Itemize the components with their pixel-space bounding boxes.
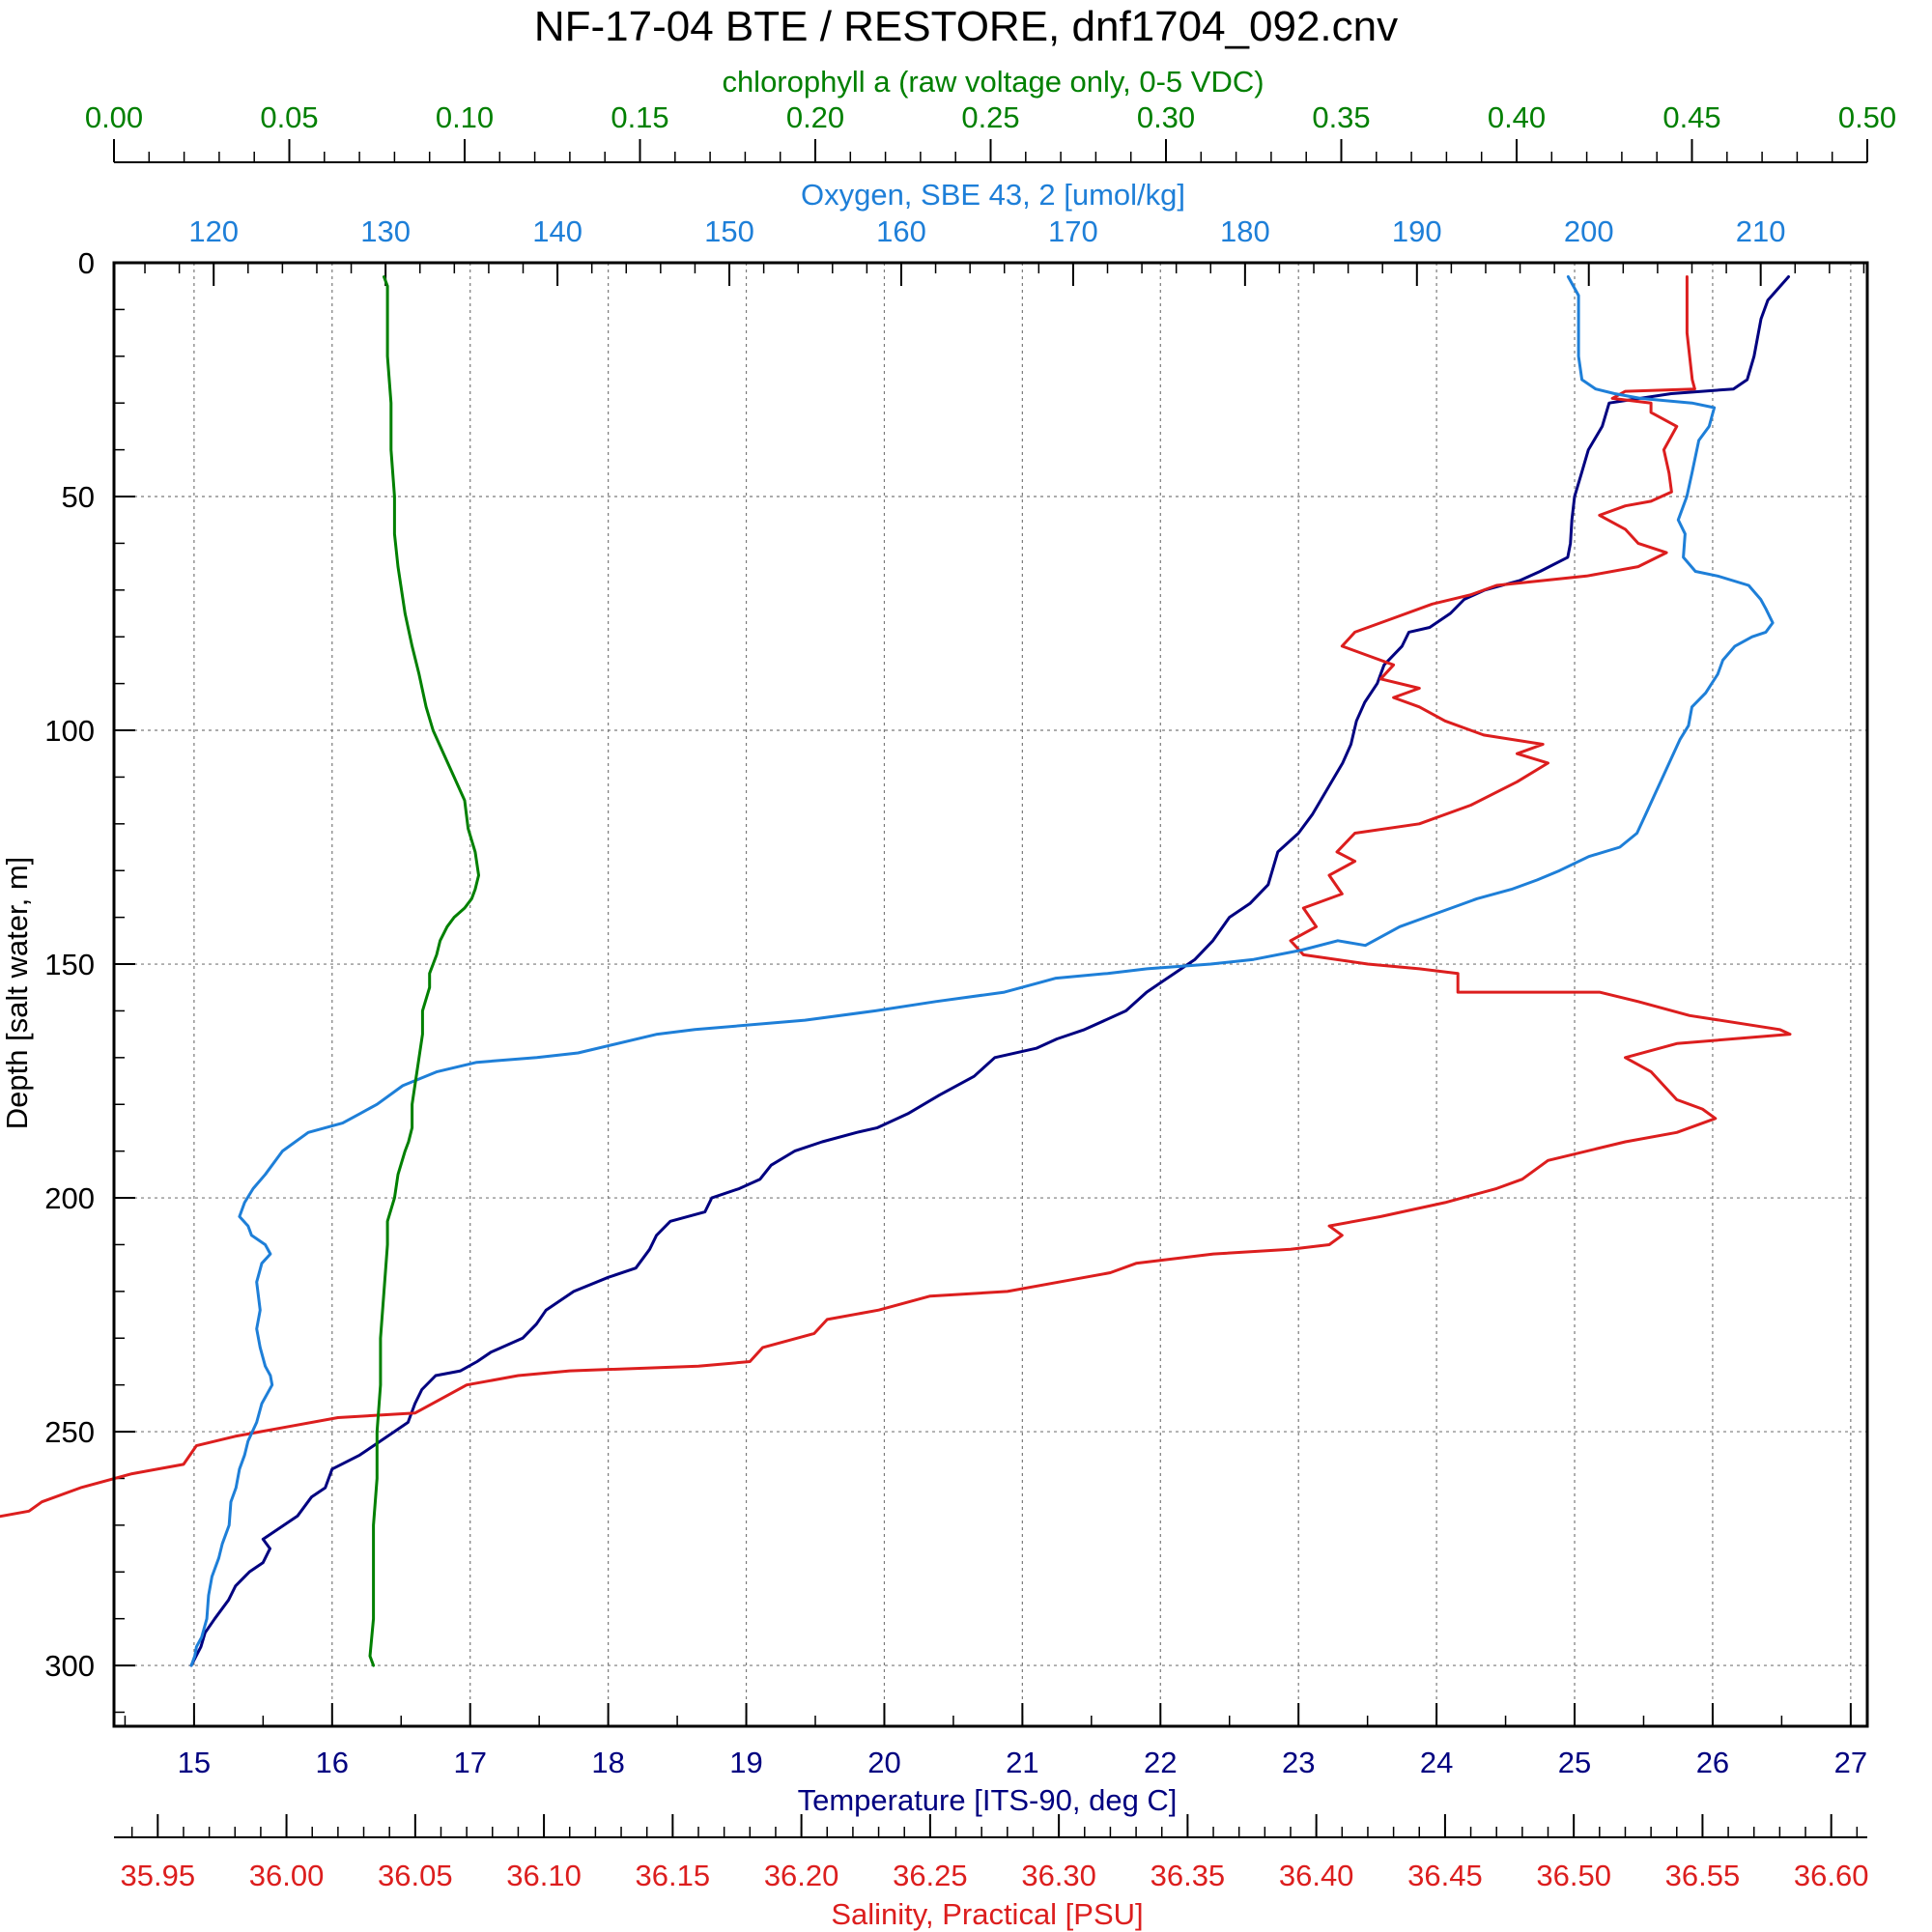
salinity-tick-label: 36.35 [1151,1859,1226,1892]
depth-tick-label: 150 [44,948,95,981]
oxygen-tick-label: 200 [1564,214,1614,248]
depth-tick-label: 100 [44,714,95,748]
chlorophyll-tick-label: 0.20 [786,100,844,134]
salinity-axis-label: Salinity, Practical [PSU] [831,1897,1143,1931]
oxygen-profile-line [189,275,1775,1667]
salinity-tick-label: 36.05 [378,1859,453,1892]
temperature-tick-label: 24 [1420,1746,1453,1779]
chlorophyll-tick-label: 0.10 [436,100,494,134]
oxygen-tick-label: 180 [1220,214,1270,248]
chlorophyll-tick-label: 0.05 [260,100,318,134]
chlorophyll-tick-label: 0.15 [611,100,668,134]
salinity-tick-label: 36.45 [1407,1859,1483,1892]
temperature-tick-label: 19 [729,1746,762,1779]
chlorophyll-tick-label: 0.45 [1662,100,1720,134]
data-series [0,275,1792,1667]
temperature-profile-line [189,275,1790,1667]
depth-tick-label: 200 [44,1181,95,1215]
oxygen-tick-label: 140 [532,214,582,248]
salinity-axis: 35.95 36.00 36.05 36.10 36.15 36.20 36.25 36.30… [114,1814,1868,1892]
depth-tick-label: 300 [44,1649,95,1683]
salinity-tick-label: 36.50 [1536,1859,1611,1892]
temperature-tick-label: 18 [591,1746,624,1779]
depth-tick-label: 250 [44,1415,95,1449]
chlorophyll-tick-label: 0.00 [85,100,143,134]
chlorophyll-profile-line [368,275,480,1667]
temperature-tick-label: 16 [316,1746,349,1779]
chlorophyll-tick-label: 0.30 [1137,100,1195,134]
chlorophyll-tick-label: 0.50 [1838,100,1896,134]
salinity-tick-label: 36.30 [1021,1859,1096,1892]
temperature-tick-label: 21 [1006,1746,1038,1779]
plot-frame [112,261,1869,1728]
salinity-tick-label: 35.95 [121,1859,196,1892]
oxygen-tick-label: 130 [360,214,411,248]
temperature-tick-label: 25 [1558,1746,1591,1779]
salinity-tick-label: 36.60 [1794,1859,1869,1892]
temperature-tick-label: 20 [867,1746,900,1779]
salinity-tick-label: 36.25 [893,1859,968,1892]
depth-tick-label: 0 [78,246,95,280]
temperature-axis: 15 16 17 18 19 20 21 22 23 24 25 26 27 [124,1703,1867,1779]
salinity-tick-label: 36.55 [1665,1859,1741,1892]
oxygen-tick-label: 210 [1736,214,1786,248]
temperature-tick-label: 27 [1834,1746,1867,1779]
temperature-tick-label: 26 [1696,1746,1729,1779]
temperature-tick-label: 22 [1144,1746,1177,1779]
chart-title: NF-17-04 BTE / RESTORE, dnf1704_092.cnv [534,3,1398,50]
chlorophyll-axis: 0.00 0.05 0.10 0.15 0.20 0.25 0.30 0.35 0.40 0.45… [85,100,1896,163]
depth-tick-label: 50 [62,480,95,514]
salinity-tick-label: 36.00 [249,1859,325,1892]
salinity-tick-label: 36.40 [1279,1859,1354,1892]
oxygen-axis-label: Oxygen, SBE 43, 2 [umol/kg] [801,178,1185,212]
temperature-tick-label: 23 [1282,1746,1315,1779]
depth-axis-label: Depth [salt water, m] [0,857,34,1130]
oxygen-tick-label: 170 [1048,214,1098,248]
oxygen-tick-label: 160 [876,214,926,248]
temperature-axis-label: Temperature [ITS-90, deg C] [798,1783,1178,1817]
oxygen-tick-label: 150 [704,214,754,248]
chlorophyll-tick-label: 0.35 [1312,100,1370,134]
temperature-tick-label: 17 [453,1746,486,1779]
chlorophyll-axis-label: chlorophyll a (raw voltage only, 0-5 VDC… [722,65,1264,99]
oxygen-tick-label: 120 [188,214,239,248]
oxygen-tick-label: 190 [1392,214,1442,248]
salinity-tick-label: 36.15 [636,1859,711,1892]
salinity-tick-label: 36.20 [764,1859,839,1892]
salinity-profile-line [0,275,1792,1519]
depth-axis: 0 50 100 150 200 250 300 [44,246,135,1714]
chlorophyll-tick-label: 0.25 [961,100,1019,134]
oxygen-axis: 120 130 140 150 160 170 180 190 200 210 [144,214,1865,286]
chlorophyll-tick-label: 0.40 [1488,100,1546,134]
temperature-tick-label: 15 [178,1746,211,1779]
salinity-tick-label: 36.10 [506,1859,582,1892]
